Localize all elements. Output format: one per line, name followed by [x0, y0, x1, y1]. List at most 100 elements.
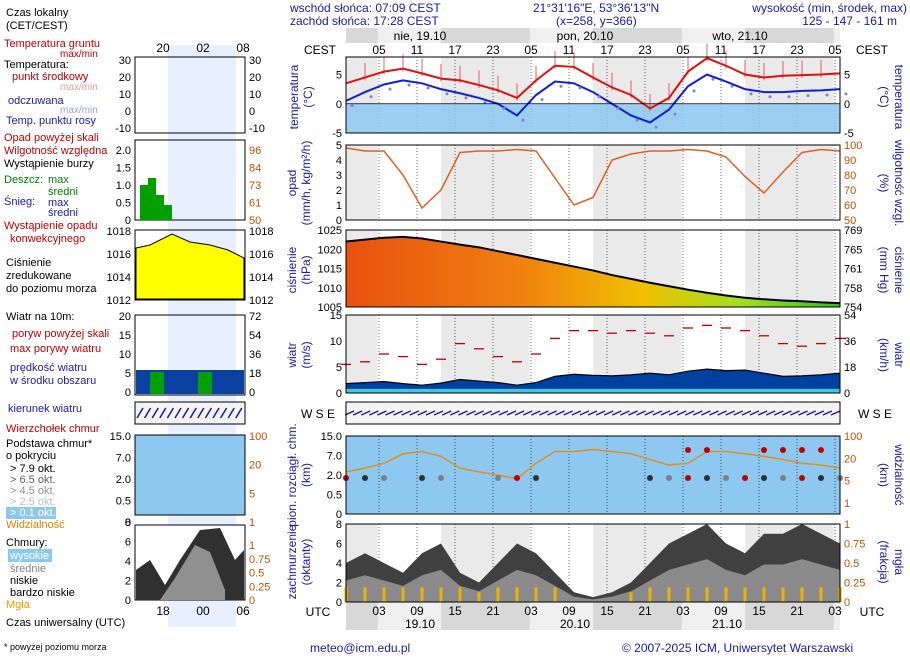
wind-dir-arrow — [417, 410, 428, 416]
hour-top: 17 — [752, 43, 766, 57]
footer-email[interactable]: meteo@icm.edu.pl — [310, 641, 410, 655]
legend-local-hour: 02 — [196, 41, 210, 55]
day-label-bottom: 20.10 — [560, 617, 590, 631]
legend-tick: 2.0 — [116, 145, 131, 157]
local-time-label: Czas lokalny — [6, 7, 69, 19]
hour-bottom: 09 — [562, 604, 576, 618]
pressure-tick: 1010 — [318, 283, 342, 295]
legend-tick: 0 — [125, 215, 131, 227]
wind-tick: 0 — [336, 388, 342, 400]
temp-tick: 5 — [336, 70, 342, 82]
legend-dir-arrow — [204, 407, 213, 419]
legend-tick: 0.25 — [249, 581, 270, 593]
legend-utc-hour: 00 — [196, 604, 210, 618]
precip-tick: 0 — [336, 215, 342, 227]
legend-fog: Mgła — [6, 599, 31, 611]
fog-bar — [496, 587, 500, 602]
dew-point — [445, 92, 449, 96]
legend-tick: 10 — [249, 89, 261, 101]
pressure-line — [345, 235, 841, 305]
cloud-top-dot — [685, 447, 691, 453]
legend-snow-mid: średni — [48, 207, 78, 219]
night-band — [346, 315, 378, 393]
dew-point — [369, 95, 373, 99]
cloud-tick: 0.5 — [327, 490, 342, 502]
wind-dir-arrow — [368, 410, 379, 416]
legend-tick: 1012 — [249, 295, 273, 307]
temp-below-zero — [346, 103, 840, 133]
temp-felt-line — [345, 73, 841, 124]
legend-tick: 0 — [125, 595, 131, 607]
legend-utc-hour: 18 — [156, 604, 170, 618]
legend-wind-title: Wiatr na 10m: — [6, 311, 74, 323]
humidity-ylabel: wilgotność wzgl. — [892, 139, 906, 227]
cloud-tick: 15.0 — [321, 431, 342, 443]
dew-point — [635, 118, 639, 122]
hour-top: 23 — [790, 43, 804, 57]
day-label: wto, 21.10 — [711, 29, 768, 43]
legend-precip-above: Opad powyżej skali — [4, 132, 99, 144]
legend-mid: średnie — [10, 563, 46, 575]
hour-top: 05 — [828, 43, 842, 57]
wind-dir-arrow — [409, 410, 420, 416]
hour-top: 05 — [372, 43, 386, 57]
wind-dir-arrow — [749, 410, 760, 416]
hour-top: 11 — [715, 43, 728, 57]
fog-bar — [382, 587, 386, 602]
legend-dir-box — [134, 401, 246, 425]
cover-ylabel: zachmurzenie — [285, 524, 299, 599]
legend-local-hour: 20 — [156, 41, 170, 55]
pressure-tick: 1020 — [318, 244, 342, 256]
legend-tick: -10 — [115, 123, 131, 135]
wind-dir-arrow — [782, 410, 792, 416]
legend-dir-arrow — [189, 407, 197, 419]
legend-utc-hour: 06 — [236, 604, 250, 618]
legend-mean1: prędkość wiatru — [10, 362, 87, 374]
day-bar-night — [593, 602, 682, 630]
dew-point — [673, 112, 677, 116]
hour-bottom: 15 — [448, 604, 462, 618]
cloud-base-dot — [723, 475, 729, 481]
wind-line — [345, 368, 841, 386]
legend-tick: 0 — [249, 595, 255, 607]
legend-tick: 0 — [125, 387, 131, 399]
cover-tick: 8 — [336, 519, 342, 531]
day-label-bottom: 19.10 — [405, 617, 435, 631]
wind-dir-arrow — [466, 410, 476, 416]
precip-tick: 1 — [336, 200, 342, 212]
legend-pressure-area — [135, 233, 245, 300]
wind-dir-arrow — [458, 410, 468, 416]
humidity-tick: 70 — [844, 185, 856, 197]
height-label: wysokość (min, środek, max) — [751, 1, 907, 15]
day-bar-night — [745, 602, 834, 630]
legend-cover-area — [160, 545, 225, 600]
legend-ground: Temperatura gruntu — [4, 38, 100, 50]
legend-dew: Temp. punktu rosy — [6, 115, 96, 127]
fog-bar — [800, 587, 804, 602]
legend-tick: 61 — [249, 198, 261, 210]
wind-dir-arrow — [514, 410, 525, 416]
night-band — [745, 230, 834, 307]
hour-bottom: 15 — [752, 604, 766, 618]
pressure-tick-r: 765 — [844, 244, 862, 256]
wind-dir-arrow — [790, 410, 800, 416]
legend-tick: 1.0 — [116, 180, 131, 192]
legend-dir-arrow — [197, 407, 205, 419]
legend-tick: 1018 — [107, 226, 131, 238]
wind-dir-arrow — [571, 410, 582, 416]
dew-point — [616, 106, 620, 110]
dew-point — [825, 93, 829, 97]
wind-dir-arrow — [539, 410, 549, 416]
legend-tick: 1 — [249, 517, 255, 529]
dew-point — [464, 96, 468, 100]
wind-tick-r: 18 — [844, 362, 856, 374]
vis-tick: 100 — [844, 431, 862, 443]
wind-dir-arrow — [692, 410, 703, 416]
legend-tick: 0.75 — [249, 554, 270, 566]
legend-ground2: max/min — [60, 49, 98, 60]
cloud-base-dot — [647, 475, 653, 481]
pressure-ylabel: ciśnienie — [285, 246, 299, 293]
cloud-base-dot — [381, 475, 387, 481]
legend-dir-arrow — [159, 407, 167, 419]
